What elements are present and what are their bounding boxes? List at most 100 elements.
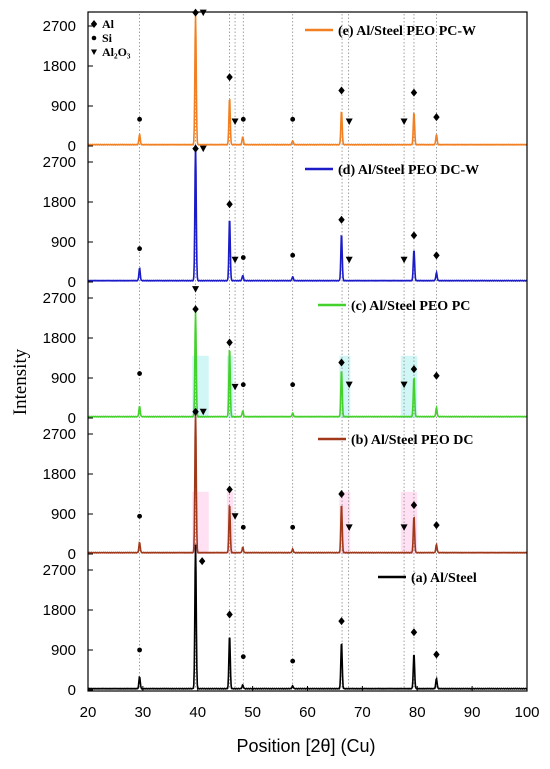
y-tick-label: 1800 — [43, 466, 76, 483]
x-tick-label: 30 — [135, 704, 152, 721]
y-tick-label: 0 — [68, 274, 76, 291]
al-marker-icon — [226, 485, 233, 494]
x-tick-label: 50 — [244, 704, 261, 721]
legend-label: (e) Al/Steel PEO PC-W — [338, 24, 476, 39]
al2o3-marker-icon — [199, 145, 207, 153]
si-marker-icon — [240, 654, 246, 660]
series-layer — [87, 15, 528, 690]
al-marker-icon — [198, 557, 206, 566]
y-tick-label: 0 — [68, 682, 76, 699]
y-tick-label: 900 — [51, 98, 76, 115]
shading-layer — [192, 355, 418, 554]
series-line — [87, 144, 528, 282]
si-marker-icon — [240, 255, 246, 260]
y-tick-label: 2700 — [43, 18, 76, 35]
legend-label: (c) Al/Steel PEO PC — [351, 299, 470, 314]
al2o3-marker-icon — [199, 9, 207, 17]
y-tick-label: 2700 — [43, 562, 76, 579]
key-si-icon — [91, 35, 97, 41]
si-marker-icon — [137, 116, 142, 122]
al-marker-icon — [410, 88, 418, 97]
al2o3-marker-icon — [231, 383, 239, 391]
series-line — [87, 544, 528, 690]
al-marker-icon — [338, 617, 345, 626]
si-marker-icon — [240, 382, 246, 388]
si-marker-icon — [290, 658, 296, 664]
si-marker-icon — [137, 371, 142, 376]
key-label: Al — [102, 17, 115, 31]
al2o3-marker-icon — [400, 118, 408, 126]
x-tick-label: 60 — [299, 704, 316, 721]
al-marker-icon — [410, 501, 418, 510]
peak-shading — [339, 491, 351, 554]
y-tick-label: 0 — [68, 138, 76, 155]
series-line — [87, 311, 528, 418]
legend-label: (b) Al/Steel PEO DC — [351, 433, 474, 448]
x-tick-label: 90 — [464, 704, 481, 721]
al-marker-icon — [433, 521, 440, 530]
al-marker-icon — [410, 365, 418, 374]
al-marker-icon — [338, 86, 345, 95]
al-marker-icon — [338, 215, 345, 224]
key-al-icon — [90, 20, 98, 28]
al-marker-icon — [433, 371, 440, 380]
al2o3-marker-icon — [199, 408, 207, 416]
al2o3-marker-icon — [192, 286, 200, 293]
si-marker-icon — [240, 524, 246, 530]
al2o3-marker-icon — [345, 256, 353, 264]
plot-frame — [87, 11, 528, 692]
y-tick-label: 900 — [51, 234, 76, 251]
al-marker-icon — [338, 490, 345, 498]
y-tick-label: 1800 — [43, 58, 76, 75]
al2o3-marker-icon — [400, 381, 408, 389]
x-tick-label: 80 — [409, 704, 426, 721]
al-marker-icon — [226, 610, 233, 619]
si-marker-icon — [290, 116, 296, 122]
al-marker-icon — [410, 628, 418, 637]
y-tick-label: 1800 — [43, 194, 76, 211]
si-marker-icon — [240, 116, 246, 122]
peak-markers — [137, 8, 440, 664]
al2o3-marker-icon — [400, 524, 408, 531]
y-tick-label: 0 — [68, 546, 76, 563]
al2o3-marker-icon — [345, 381, 353, 389]
x-tick-label: 20 — [80, 704, 97, 721]
key-label: Si — [102, 31, 113, 45]
si-marker-icon — [137, 513, 142, 519]
al-marker-icon — [433, 251, 440, 260]
al2o3-marker-icon — [345, 524, 353, 531]
key-al2o3-icon — [91, 49, 97, 55]
axes: 0900180027000900180027000900180027000900… — [43, 11, 540, 721]
peak-shading — [339, 355, 351, 418]
al-marker-icon — [192, 407, 199, 416]
si-marker-icon — [137, 647, 142, 653]
al2o3-marker-icon — [231, 118, 239, 126]
al-marker-icon — [433, 113, 440, 122]
al-marker-icon — [226, 73, 233, 82]
y-tick-label: 900 — [51, 370, 76, 387]
key-label: Al₂O₃ — [102, 45, 131, 59]
y-tick-label: 1800 — [43, 602, 76, 619]
legend-label: (d) Al/Steel PEO DC-W — [338, 163, 479, 178]
legends: (e) Al/Steel PEO PC-W (d) Al/Steel PEO DC… — [90, 17, 479, 586]
x-axis-title: Position [2θ] (Cu) — [236, 736, 375, 756]
si-marker-icon — [290, 524, 296, 530]
series-line — [87, 15, 528, 146]
al2o3-marker-icon — [400, 256, 408, 264]
al2o3-marker-icon — [231, 513, 239, 520]
legend-label: (a) Al/Steel — [411, 571, 477, 586]
x-tick-label: 100 — [514, 704, 539, 721]
al-marker-icon — [192, 305, 199, 314]
al-marker-icon — [410, 231, 418, 240]
al-marker-icon — [192, 144, 199, 153]
al2o3-marker-icon — [231, 256, 239, 264]
si-marker-icon — [137, 246, 142, 252]
al-marker-icon — [192, 8, 199, 17]
x-tick-label: 70 — [354, 704, 371, 721]
x-tick-label: 40 — [189, 704, 206, 721]
al-marker-icon — [226, 200, 233, 209]
y-tick-label: 900 — [51, 642, 76, 659]
y-tick-label: 2700 — [43, 426, 76, 443]
y-tick-label: 1800 — [43, 330, 76, 347]
